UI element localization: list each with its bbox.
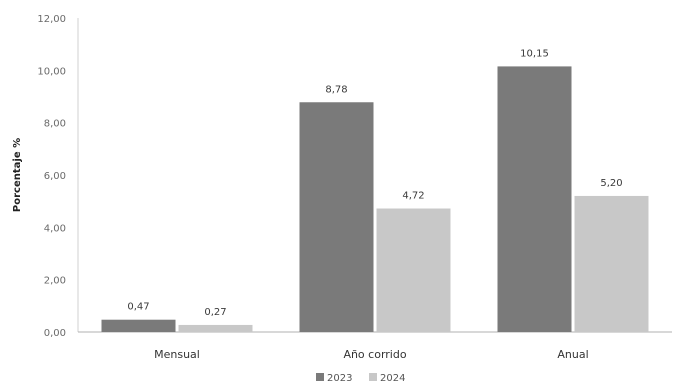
y-tick-label: 12,00 xyxy=(37,14,66,25)
x-tick-label: Anual xyxy=(557,348,588,361)
y-tick-label: 10,00 xyxy=(37,66,66,77)
data-label: 8,78 xyxy=(325,84,347,95)
y-tick-label: 2,00 xyxy=(44,276,66,287)
legend-label: 2023 xyxy=(327,373,352,384)
legend-label: 2024 xyxy=(380,373,405,384)
bar-2024-2 xyxy=(574,195,649,332)
y-tick-label: 4,00 xyxy=(44,223,66,234)
data-label: 4,72 xyxy=(402,190,424,201)
data-label: 0,47 xyxy=(127,302,149,313)
bar-2024-1 xyxy=(376,208,451,332)
category-labels: Mensual Año corrido Anual xyxy=(154,348,589,361)
x-tick-label: Año corrido xyxy=(343,348,406,361)
bar-2023-2 xyxy=(497,66,572,333)
y-axis-title: Porcentaje % xyxy=(12,138,23,212)
value-labels: 0,47 0,27 8,78 4,72 10,15 5,20 xyxy=(127,48,622,318)
legend-swatch xyxy=(369,373,377,381)
bar-2023-0 xyxy=(101,319,176,332)
x-tick-label: Mensual xyxy=(154,348,200,361)
y-tick-label: 0,00 xyxy=(44,328,66,339)
y-tick-label: 6,00 xyxy=(44,171,66,182)
data-label: 0,27 xyxy=(204,307,226,318)
y-axis-ticks: 0,00 2,00 4,00 6,00 8,00 10,00 12,00 xyxy=(37,14,66,339)
data-label: 10,15 xyxy=(520,48,549,59)
y-tick-label: 8,00 xyxy=(44,119,66,130)
bar-group xyxy=(101,66,649,333)
data-label: 5,20 xyxy=(600,178,622,189)
bar-2023-1 xyxy=(299,102,374,332)
legend: 2023 2024 xyxy=(316,373,405,384)
legend-swatch xyxy=(316,373,324,381)
bar-2024-0 xyxy=(178,324,253,332)
